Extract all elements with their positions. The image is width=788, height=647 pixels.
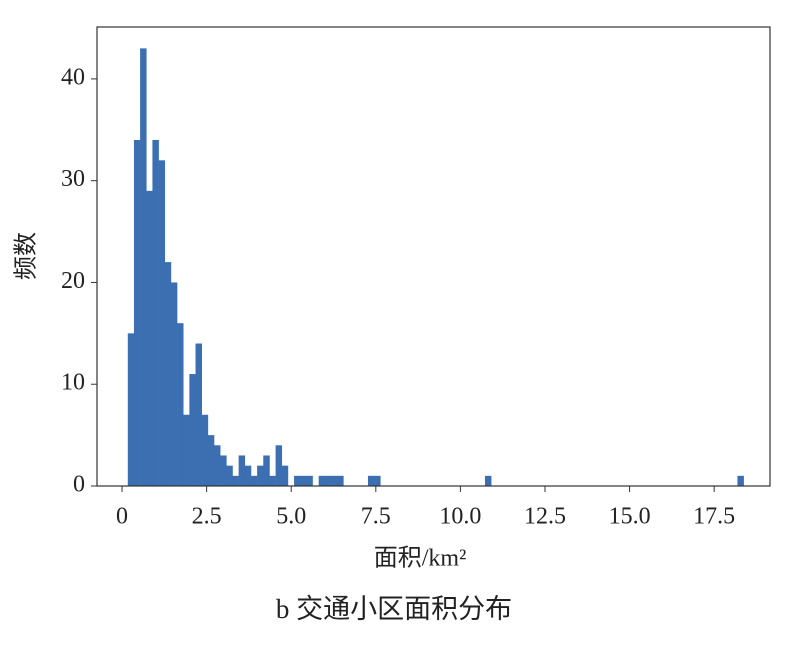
bar	[220, 455, 227, 486]
bar	[133, 139, 141, 486]
bar	[300, 475, 307, 486]
bar	[232, 475, 239, 486]
bar	[257, 465, 264, 486]
x-tick-label: 5.0	[276, 504, 306, 530]
bar	[269, 475, 276, 486]
bar	[146, 190, 153, 486]
bar	[263, 455, 270, 486]
x-tick-label: 12.5	[524, 504, 566, 530]
x-axis-label: 面积/km²	[374, 545, 467, 572]
y-tick-label: 40	[61, 64, 85, 90]
bar	[238, 455, 246, 486]
x-tick-label: 2.5	[192, 504, 222, 530]
bar	[140, 48, 147, 487]
x-tick-label: 0	[116, 504, 128, 530]
bar	[158, 160, 166, 486]
bar	[207, 435, 215, 486]
bar	[337, 475, 344, 486]
bar	[164, 262, 172, 486]
bar	[275, 445, 283, 486]
bar	[250, 475, 258, 486]
bar	[189, 374, 196, 486]
bar	[183, 414, 190, 486]
y-tick-label: 20	[61, 268, 85, 294]
plot-frame	[96, 26, 771, 487]
bar	[331, 475, 338, 486]
bar	[737, 475, 744, 486]
y-tick-label: 30	[61, 166, 85, 192]
bar	[367, 475, 375, 486]
bar	[195, 343, 202, 486]
y-tick-label: 10	[61, 370, 85, 396]
bar	[244, 465, 252, 486]
bar	[281, 465, 289, 486]
x-tick-label: 10.0	[439, 504, 481, 530]
bar	[294, 475, 301, 486]
bar	[177, 323, 184, 486]
bar	[484, 475, 492, 486]
bar	[214, 445, 221, 486]
x-tick-label: 7.5	[361, 504, 391, 530]
y-axis-label: 频数	[13, 232, 40, 280]
bar	[152, 139, 159, 486]
chart-title: b 交通小区面积分布	[276, 594, 512, 624]
bar	[374, 475, 381, 486]
x-tick-label: 17.5	[693, 504, 735, 530]
bar	[226, 465, 233, 486]
x-tick-label: 15.0	[609, 504, 651, 530]
bar	[127, 333, 135, 486]
bar	[170, 282, 178, 486]
bar	[201, 414, 209, 486]
bar	[318, 475, 326, 486]
y-tick-label: 0	[73, 472, 85, 498]
bar	[306, 475, 313, 486]
bar	[324, 475, 332, 486]
